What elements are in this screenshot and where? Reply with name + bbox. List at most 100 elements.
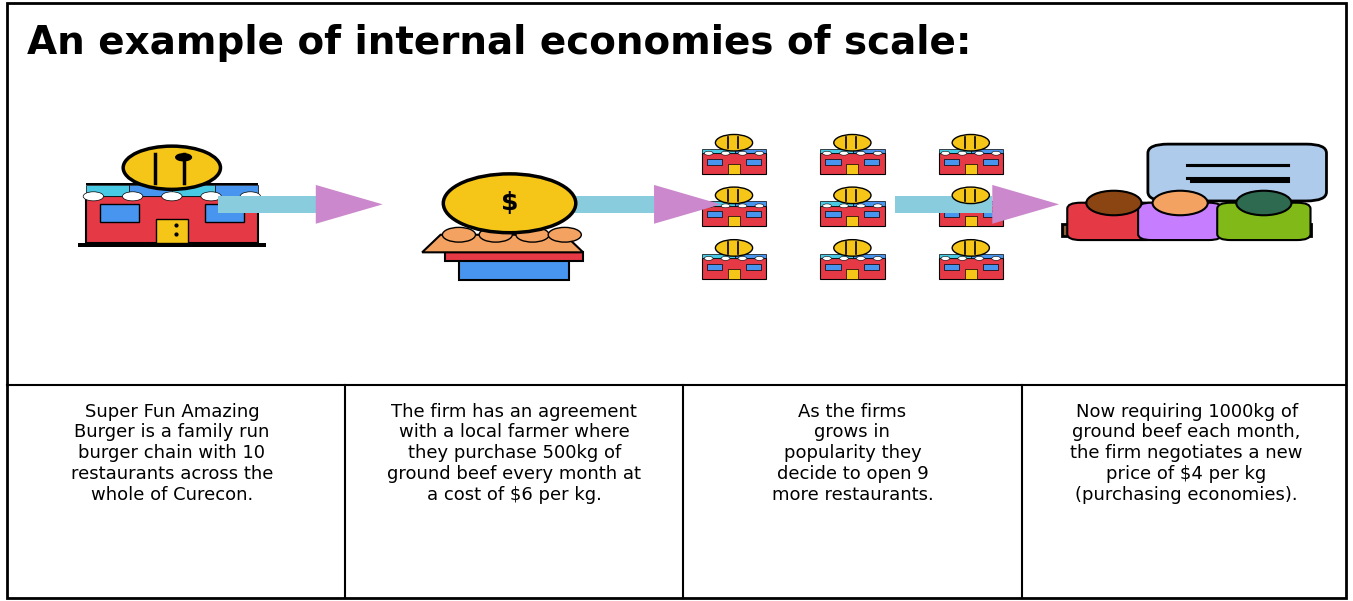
FancyBboxPatch shape xyxy=(728,216,740,226)
Circle shape xyxy=(823,257,831,260)
FancyBboxPatch shape xyxy=(847,163,859,174)
Circle shape xyxy=(942,151,950,155)
FancyBboxPatch shape xyxy=(820,149,852,153)
Circle shape xyxy=(856,204,866,208)
Circle shape xyxy=(856,257,866,260)
Circle shape xyxy=(442,227,475,242)
Circle shape xyxy=(833,135,871,151)
FancyBboxPatch shape xyxy=(706,264,723,270)
FancyBboxPatch shape xyxy=(728,269,740,279)
FancyBboxPatch shape xyxy=(1147,144,1326,201)
Circle shape xyxy=(992,151,1000,155)
FancyBboxPatch shape xyxy=(847,269,859,279)
FancyBboxPatch shape xyxy=(172,185,215,197)
FancyBboxPatch shape xyxy=(944,159,959,165)
FancyBboxPatch shape xyxy=(735,254,766,258)
Circle shape xyxy=(716,187,752,204)
FancyBboxPatch shape xyxy=(852,149,885,153)
FancyBboxPatch shape xyxy=(982,212,999,217)
FancyBboxPatch shape xyxy=(459,259,570,279)
FancyBboxPatch shape xyxy=(939,201,971,206)
FancyBboxPatch shape xyxy=(971,149,1003,153)
Text: Now requiring 1000kg of
ground beef each month,
the firm negotiates a new
price : Now requiring 1000kg of ground beef each… xyxy=(1070,403,1303,504)
Circle shape xyxy=(839,151,848,155)
Polygon shape xyxy=(653,185,721,224)
Circle shape xyxy=(992,204,1000,208)
FancyBboxPatch shape xyxy=(702,201,735,206)
FancyBboxPatch shape xyxy=(1138,203,1222,240)
FancyBboxPatch shape xyxy=(735,149,766,153)
Text: Super Fun Amazing
Burger is a family run
burger chain with 10
restaurants across: Super Fun Amazing Burger is a family run… xyxy=(70,403,273,504)
FancyBboxPatch shape xyxy=(706,212,723,217)
FancyBboxPatch shape xyxy=(702,206,766,226)
Circle shape xyxy=(953,187,989,204)
FancyBboxPatch shape xyxy=(847,216,859,226)
FancyBboxPatch shape xyxy=(865,264,879,270)
FancyBboxPatch shape xyxy=(100,204,139,222)
FancyBboxPatch shape xyxy=(971,254,1003,258)
FancyBboxPatch shape xyxy=(820,206,885,226)
Circle shape xyxy=(716,135,752,151)
Polygon shape xyxy=(992,185,1059,224)
Circle shape xyxy=(958,257,966,260)
Circle shape xyxy=(83,192,104,201)
Circle shape xyxy=(755,204,763,208)
Circle shape xyxy=(122,192,143,201)
Circle shape xyxy=(716,240,752,256)
Circle shape xyxy=(823,151,831,155)
FancyBboxPatch shape xyxy=(215,185,258,197)
Circle shape xyxy=(958,151,966,155)
FancyBboxPatch shape xyxy=(7,3,1346,598)
Polygon shape xyxy=(315,185,383,224)
FancyBboxPatch shape xyxy=(702,153,766,174)
Circle shape xyxy=(1153,191,1208,215)
FancyBboxPatch shape xyxy=(746,264,760,270)
Circle shape xyxy=(953,135,989,151)
Circle shape xyxy=(874,257,882,260)
FancyBboxPatch shape xyxy=(204,204,244,222)
Circle shape xyxy=(974,204,984,208)
FancyBboxPatch shape xyxy=(939,206,1003,226)
Circle shape xyxy=(839,204,848,208)
Text: The firm has an agreement
with a local farmer where
they purchase 500kg of
groun: The firm has an agreement with a local f… xyxy=(387,403,641,504)
Circle shape xyxy=(874,204,882,208)
FancyBboxPatch shape xyxy=(85,183,258,185)
FancyBboxPatch shape xyxy=(129,185,172,197)
FancyBboxPatch shape xyxy=(865,159,879,165)
FancyBboxPatch shape xyxy=(85,197,258,243)
Circle shape xyxy=(739,151,747,155)
Polygon shape xyxy=(218,196,315,213)
Circle shape xyxy=(974,151,984,155)
FancyBboxPatch shape xyxy=(702,258,766,279)
Circle shape xyxy=(856,151,866,155)
Circle shape xyxy=(161,192,183,201)
FancyBboxPatch shape xyxy=(820,254,852,258)
FancyBboxPatch shape xyxy=(1068,203,1161,240)
FancyBboxPatch shape xyxy=(735,201,766,206)
Circle shape xyxy=(721,151,729,155)
Circle shape xyxy=(739,204,747,208)
Circle shape xyxy=(123,146,221,189)
Polygon shape xyxy=(1196,192,1246,201)
Circle shape xyxy=(515,227,549,242)
FancyBboxPatch shape xyxy=(825,159,840,165)
FancyBboxPatch shape xyxy=(939,149,971,153)
Circle shape xyxy=(479,227,513,242)
Polygon shape xyxy=(894,196,992,213)
FancyBboxPatch shape xyxy=(971,201,1003,206)
FancyBboxPatch shape xyxy=(982,264,999,270)
FancyBboxPatch shape xyxy=(820,258,885,279)
Circle shape xyxy=(176,154,192,160)
Text: As the firms
grows in
popularity they
decide to open 9
more restaurants.: As the firms grows in popularity they de… xyxy=(771,403,934,504)
Circle shape xyxy=(721,257,729,260)
FancyBboxPatch shape xyxy=(1062,224,1311,236)
FancyBboxPatch shape xyxy=(445,252,583,261)
FancyBboxPatch shape xyxy=(77,243,267,247)
FancyBboxPatch shape xyxy=(1218,203,1311,240)
FancyBboxPatch shape xyxy=(865,212,879,217)
Text: An example of internal economies of scale:: An example of internal economies of scal… xyxy=(27,24,971,62)
Polygon shape xyxy=(422,235,583,252)
Circle shape xyxy=(721,204,729,208)
Circle shape xyxy=(953,240,989,256)
FancyBboxPatch shape xyxy=(728,163,740,174)
